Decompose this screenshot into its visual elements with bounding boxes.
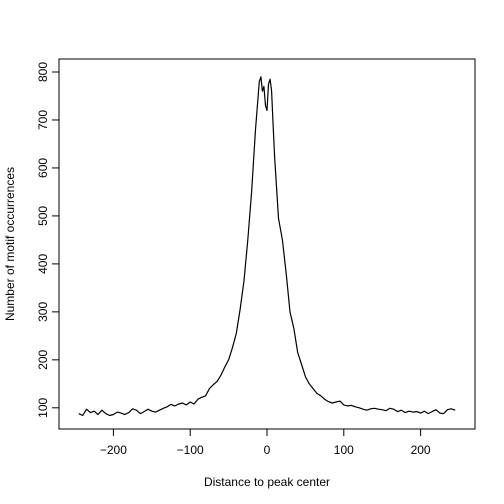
y-tick-label: 800 [36,62,50,82]
x-tick-label: 0 [264,443,271,457]
y-tick-label: 700 [36,110,50,130]
x-tick-label: 200 [411,443,431,457]
y-tick-label: 300 [36,302,50,322]
y-tick-label: 400 [36,254,50,274]
y-tick-label: 600 [36,158,50,178]
y-axis: 100 200 300 400 500 600 700 800 [36,62,59,418]
series-line [78,76,456,417]
x-tick-label: −200 [100,443,127,457]
x-axis: −200 −100 0 100 200 [100,429,431,457]
x-tick-label: −100 [177,443,204,457]
y-tick-label: 100 [36,397,50,417]
x-tick-label: 100 [334,443,354,457]
x-axis-title: Distance to peak center [204,475,330,489]
y-tick-label: 200 [36,350,50,370]
plot-box [58,58,476,430]
y-tick-label: 500 [36,206,50,226]
y-axis-title: Number of motif occurrences [3,167,17,321]
